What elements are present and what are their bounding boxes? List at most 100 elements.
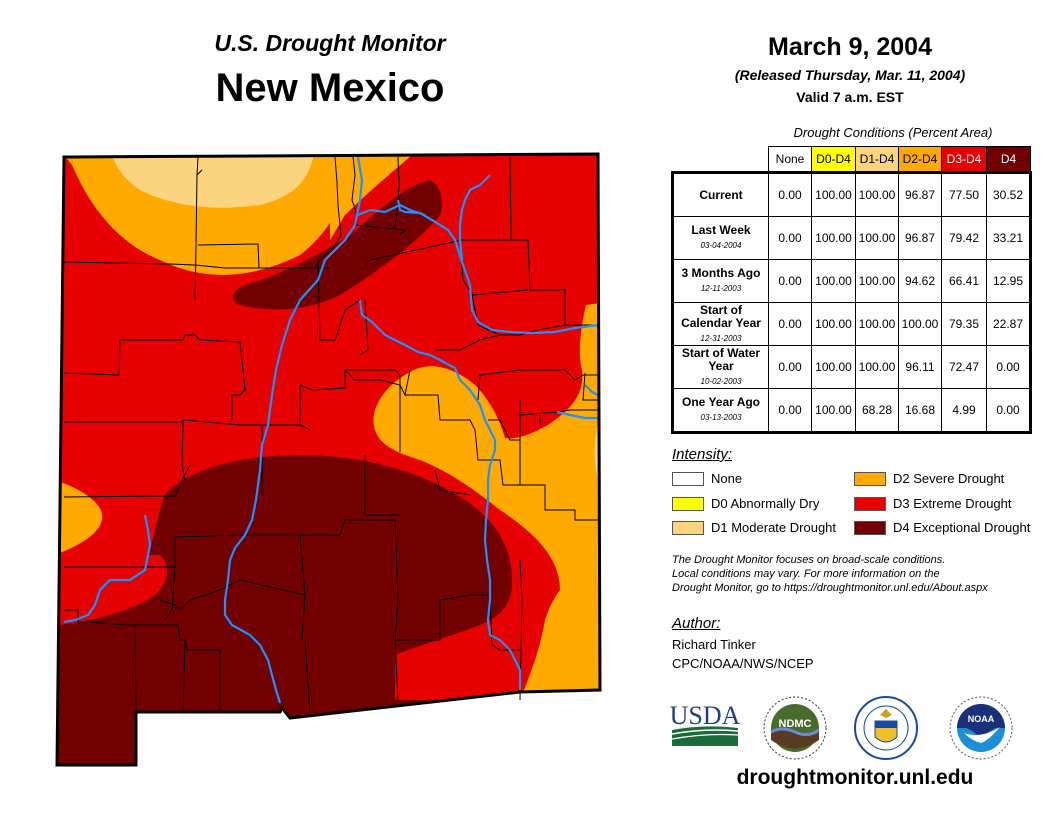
table-cell: 79.42 <box>941 216 987 260</box>
note-line: The Drought Monitor focuses on broad-sca… <box>672 554 946 566</box>
legend-swatch-d4 <box>854 520 886 535</box>
row-date: 03-13-2003 <box>700 413 742 422</box>
table-cell: 100.00 <box>855 302 899 346</box>
col-header-none: None <box>768 146 812 173</box>
map-subtitle: U.S. Drought Monitor <box>214 30 446 56</box>
table-row-one-year-ago: One Year Ago 03-13-2003 0.00 100.00 68.28… <box>671 388 1032 434</box>
ndmc-logo: NDMC <box>763 696 827 760</box>
legend-title: Intensity: <box>672 446 733 463</box>
table-cell: 100.00 <box>811 171 856 217</box>
legend-item-none: None <box>672 471 742 486</box>
table-cell: 100.00 <box>898 302 942 346</box>
table-cell: 100.00 <box>855 345 899 389</box>
state-border <box>55 152 602 767</box>
river-canadian-upper <box>396 199 599 335</box>
table-cell: 100.00 <box>811 388 856 434</box>
table-cell: 100.00 <box>811 302 856 346</box>
legend-label: D4 Exceptional Drought <box>893 520 1031 535</box>
legend-label: D0 Abnormally Dry <box>711 496 820 511</box>
col-header-d0-d4: D0-D4 <box>811 146 856 173</box>
drought-conditions-table: None D0-D4 D1-D4 D2-D4 D3-D4 D4 Current … <box>671 146 1032 434</box>
row-date: 12-31-2003 <box>700 333 742 343</box>
table-cell: 100.00 <box>855 171 899 217</box>
table-cell: 77.50 <box>941 171 987 217</box>
usda-logo: USDA <box>670 701 740 746</box>
legend-swatch-d2 <box>854 471 886 486</box>
zone-d2-north-center <box>330 154 418 240</box>
usda-logo-text: USDA <box>670 701 740 730</box>
county-lines <box>63 156 600 713</box>
table-cell: 30.52 <box>986 171 1032 217</box>
table-cell: 96.87 <box>898 216 942 260</box>
col-header-d1-d4: D1-D4 <box>855 146 899 173</box>
river-east-small-2 <box>556 410 598 420</box>
col-header-d2-d4: D2-D4 <box>898 146 942 173</box>
table-cell: 94.62 <box>898 259 942 303</box>
table-cell: 22.87 <box>986 302 1032 346</box>
row-label-text: Last Week <box>691 223 751 237</box>
map-date: March 9, 2004 <box>768 33 932 61</box>
col-header-d3-d4: D3-D4 <box>941 146 987 173</box>
legend-swatch-d0 <box>672 496 704 511</box>
drought-map <box>55 152 602 767</box>
table-cell: 0.00 <box>768 216 812 260</box>
river-east-small-1 <box>584 384 599 396</box>
author-name: Richard Tinker <box>672 637 756 652</box>
zone-d2-southeast-edge <box>520 560 600 700</box>
rivers <box>63 156 599 704</box>
row-date: 12-11-2003 <box>700 284 742 293</box>
zone-d3-southwest <box>57 555 167 625</box>
valid-time: Valid 7 a.m. EST <box>796 89 904 105</box>
disclaimer-note: The Drought Monitor focuses on broad-sca… <box>672 553 1042 595</box>
note-line: Drought Monitor, go to https://droughtmo… <box>672 582 988 594</box>
table-cell: 66.41 <box>941 259 987 303</box>
row-label: One Year Ago 03-13-2003 <box>671 388 769 434</box>
legend-item-d3: D3 Extreme Drought <box>854 496 1012 511</box>
table-cell: 0.00 <box>768 345 812 389</box>
table-cell: 100.00 <box>811 216 856 260</box>
table-cell: 100.00 <box>811 345 856 389</box>
table-header-row: None D0-D4 D1-D4 D2-D4 D3-D4 D4 <box>673 146 1031 173</box>
row-label-text: Current <box>699 187 743 202</box>
legend-label: D2 Severe Drought <box>893 471 1005 486</box>
zone-d2-east <box>373 300 600 700</box>
table-cell: 0.00 <box>768 259 812 303</box>
table-cell: 0.00 <box>986 345 1032 389</box>
table-cell: 96.11 <box>898 345 942 389</box>
legend-swatch-d3 <box>854 496 886 511</box>
table-cell: 68.28 <box>855 388 899 434</box>
zone-d3-southeast <box>395 540 554 700</box>
noaa-logo: NOAA <box>949 696 1013 760</box>
table-cell: 72.47 <box>941 345 987 389</box>
zone-d1-northwest <box>110 154 315 208</box>
table-cell: 0.00 <box>768 388 812 434</box>
website-url[interactable]: droughtmonitor.unl.edu <box>736 766 974 789</box>
table-cell: 79.35 <box>941 302 987 346</box>
legend-item-d4: D4 Exceptional Drought <box>854 520 1030 535</box>
table-row-last-week: Last Week 03-04-2004 0.00 100.00 100.00 9… <box>671 216 1032 260</box>
row-label-text: One Year Ago <box>681 395 761 409</box>
table-row-start-of-calendar-year: Start of Calendar Year 12-31-2003 0.00 10… <box>671 302 1032 346</box>
row-label-text: 3 Months Ago <box>681 266 761 280</box>
legend-item-d2: D2 Severe Drought <box>854 471 1004 486</box>
table-corner <box>673 147 769 173</box>
row-label: Last Week 03-04-2004 <box>671 216 769 260</box>
river-pecos <box>458 174 491 261</box>
ndmc-logo-text: NDMC <box>779 718 812 730</box>
legend-item-d0: D0 Abnormally Dry <box>672 496 819 511</box>
author-heading: Author: <box>672 615 721 632</box>
legend-label: None <box>711 471 743 486</box>
legend-item-d1: D1 Moderate Drought <box>672 520 836 535</box>
table-cell: 12.95 <box>986 259 1032 303</box>
legend-swatch-none <box>672 471 704 486</box>
noaa-logo-text: NOAA <box>968 714 995 724</box>
zone-d2-west <box>57 480 103 555</box>
table-cell: 0.00 <box>768 302 812 346</box>
river-gila <box>63 514 152 624</box>
state-title: New Mexico <box>215 66 445 110</box>
table-row-start-of-water-year: Start of Water Year 10-02-2003 0.00 100.0… <box>671 345 1032 389</box>
table-row-3-months-ago: 3 Months Ago 12-11-2003 0.00 100.00 100.0… <box>671 259 1032 303</box>
table-cell: 100.00 <box>855 259 899 303</box>
row-label: Start of Water Year 10-02-2003 <box>671 345 769 389</box>
legend-label: D1 Moderate Drought <box>711 520 837 535</box>
